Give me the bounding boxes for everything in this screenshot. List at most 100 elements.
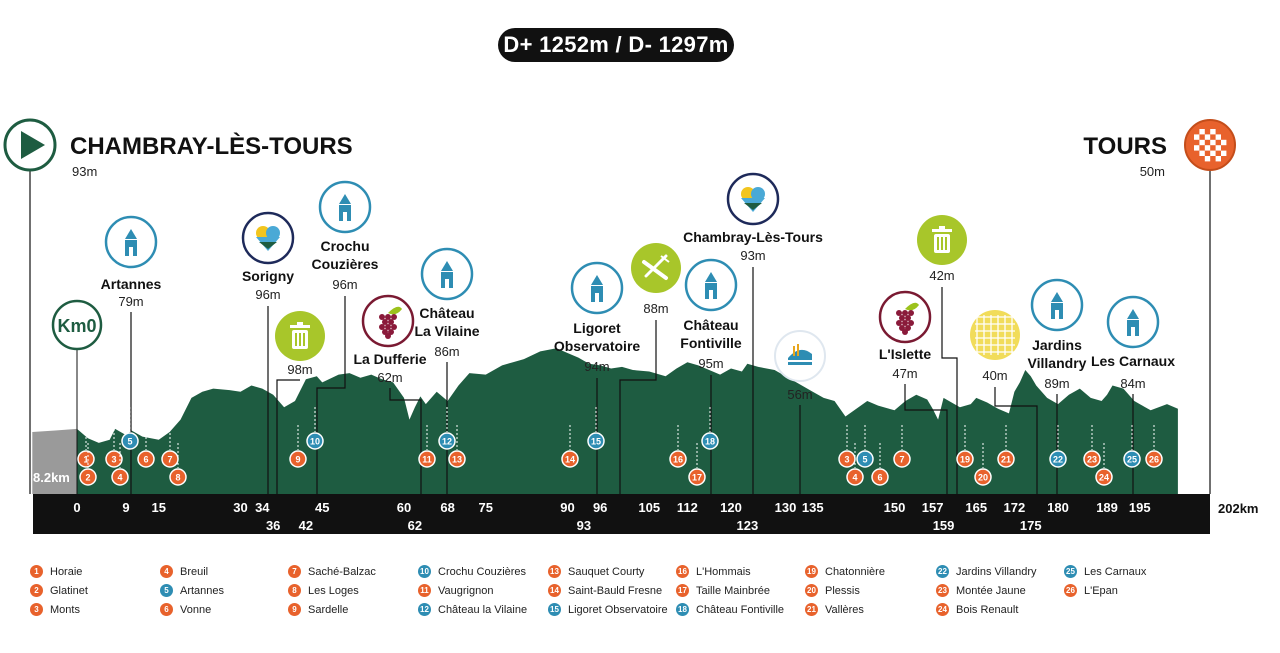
- legend-number: 9: [288, 603, 301, 616]
- profile-marker-21: 21: [997, 425, 1015, 468]
- church-icon: [1030, 278, 1084, 332]
- marker-number: 7: [899, 455, 904, 465]
- marker-number: 20: [978, 473, 988, 483]
- profile-marker-18: 18: [701, 407, 719, 450]
- place-10: 56m: [774, 330, 826, 494]
- marker-number: 22: [1053, 455, 1063, 465]
- profile-marker-26: 26: [1145, 425, 1163, 468]
- marker-number: 21: [1001, 455, 1011, 465]
- marker-number: 8: [175, 473, 180, 483]
- profile-marker-13: 13: [448, 425, 466, 468]
- profile-marker-24: 24: [1095, 443, 1113, 486]
- legend-item: 12 Château la Vilaine: [418, 600, 527, 619]
- legend-label: Sardelle: [308, 603, 349, 616]
- marker-number: 16: [673, 455, 683, 465]
- legend-number: 21: [805, 603, 818, 616]
- fork-knife-icon: [631, 243, 681, 293]
- place-6: Ligoret Observatoire 94m: [554, 261, 640, 494]
- marker-number: 11: [422, 455, 432, 465]
- place-name: Villandry: [1028, 355, 1087, 371]
- place-8: Château Fontiville 95m: [680, 258, 742, 494]
- place-7: 88m: [619, 243, 681, 494]
- legend-number: 2: [30, 584, 43, 597]
- trash-icon: [917, 215, 967, 265]
- marker-number: 7: [167, 455, 172, 465]
- marker-number: 24: [1099, 473, 1109, 483]
- km-tick: 15: [152, 500, 166, 515]
- place-altitude: 42m: [929, 268, 954, 283]
- km-tick-lower: 42: [299, 518, 313, 533]
- legend-label: L'Hommais: [696, 565, 751, 578]
- legend-label: Chatonnière: [825, 565, 885, 578]
- legend-item: 21 Vallères: [805, 600, 885, 619]
- km-tick: 130: [775, 500, 797, 515]
- church-icon: [1106, 295, 1160, 349]
- legend-item: 15 Ligoret Observatoire: [548, 600, 668, 619]
- marker-number: 4: [852, 473, 857, 483]
- marker-number: 3: [844, 455, 849, 465]
- km-tick: 30: [233, 500, 247, 515]
- profile-marker-12: 12: [438, 407, 456, 450]
- marker-number: 19: [960, 455, 970, 465]
- legend-item: 14 Saint-Bauld Fresne: [548, 581, 668, 600]
- legend-label: Vonne: [180, 603, 212, 616]
- legend-label: Glatinet: [50, 584, 88, 597]
- legend-label: Breuil: [180, 565, 209, 578]
- marker-number: 1: [83, 455, 88, 465]
- profile-marker-4: 4: [111, 443, 129, 486]
- place-altitude: 96m: [332, 277, 357, 292]
- km-tick: 189: [1096, 500, 1118, 515]
- legend-number: 4: [160, 565, 173, 578]
- place-altitude: 95m: [698, 356, 723, 371]
- place-altitude: 40m: [982, 368, 1007, 383]
- profile-marker-14: 14: [561, 425, 579, 468]
- km-tick: 120: [720, 500, 742, 515]
- profile-marker-10: 10: [306, 407, 324, 450]
- legend-number: 24: [936, 603, 949, 616]
- legend-label: Bois Renault: [956, 603, 1019, 616]
- legend-label: Château Fontiville: [696, 603, 785, 616]
- legend-label: Plessis: [825, 584, 860, 597]
- marker-number: 3: [111, 455, 116, 465]
- km-tick-lower: 159: [933, 518, 955, 533]
- place-name: Sorigny: [242, 268, 294, 284]
- profile-marker-7: 7: [893, 425, 911, 468]
- legend-label: Saché-Balzac: [308, 565, 376, 578]
- legend-item: 18 Château Fontiville: [676, 600, 784, 619]
- place-altitude: 88m: [643, 301, 668, 316]
- legend-item: 1 Horaie: [30, 562, 88, 581]
- km-tick: 180: [1047, 500, 1069, 515]
- marker-number: 12: [442, 437, 452, 447]
- profile-marker-22: 22: [1049, 425, 1067, 468]
- legend-item: 5 Artannes: [160, 581, 224, 600]
- legend-number: 16: [676, 565, 689, 578]
- legend-number: 1: [30, 565, 43, 578]
- legend: 1 Horaie 2 Glatinet 3 Monts 4 Breuil 5 Artannes 6…: [30, 562, 1270, 642]
- legend-item: 20 Plessis: [805, 581, 885, 600]
- legend-label: Montée Jaune: [956, 584, 1026, 597]
- legend-number: 19: [805, 565, 818, 578]
- legend-number: 11: [418, 584, 431, 597]
- place-altitude: 62m: [377, 370, 402, 385]
- profile-marker-4: 4: [846, 443, 864, 486]
- km-tick-lower: 175: [1020, 518, 1042, 533]
- marker-number: 14: [565, 455, 575, 465]
- place-altitude: 94m: [584, 359, 609, 374]
- profile-marker-8: 8: [169, 443, 187, 486]
- marker-number: 23: [1087, 455, 1097, 465]
- km-tick: 172: [1004, 500, 1026, 515]
- marker-number: 5: [127, 437, 132, 447]
- marker-number: 6: [143, 455, 148, 465]
- church-icon: [420, 247, 474, 301]
- legend-number: 3: [30, 603, 43, 616]
- place-name: Couzières: [312, 256, 379, 272]
- profile-marker-9: 9: [289, 425, 307, 468]
- legend-item: 8 Les Loges: [288, 581, 376, 600]
- marker-number: 25: [1127, 455, 1137, 465]
- km-axis-bar: [33, 494, 1210, 534]
- profile-marker-2: 2: [79, 443, 97, 486]
- legend-item: 7 Saché-Balzac: [288, 562, 376, 581]
- profile-area: [77, 348, 1178, 494]
- place-name: Artannes: [101, 276, 162, 292]
- place-name: Château: [419, 305, 474, 321]
